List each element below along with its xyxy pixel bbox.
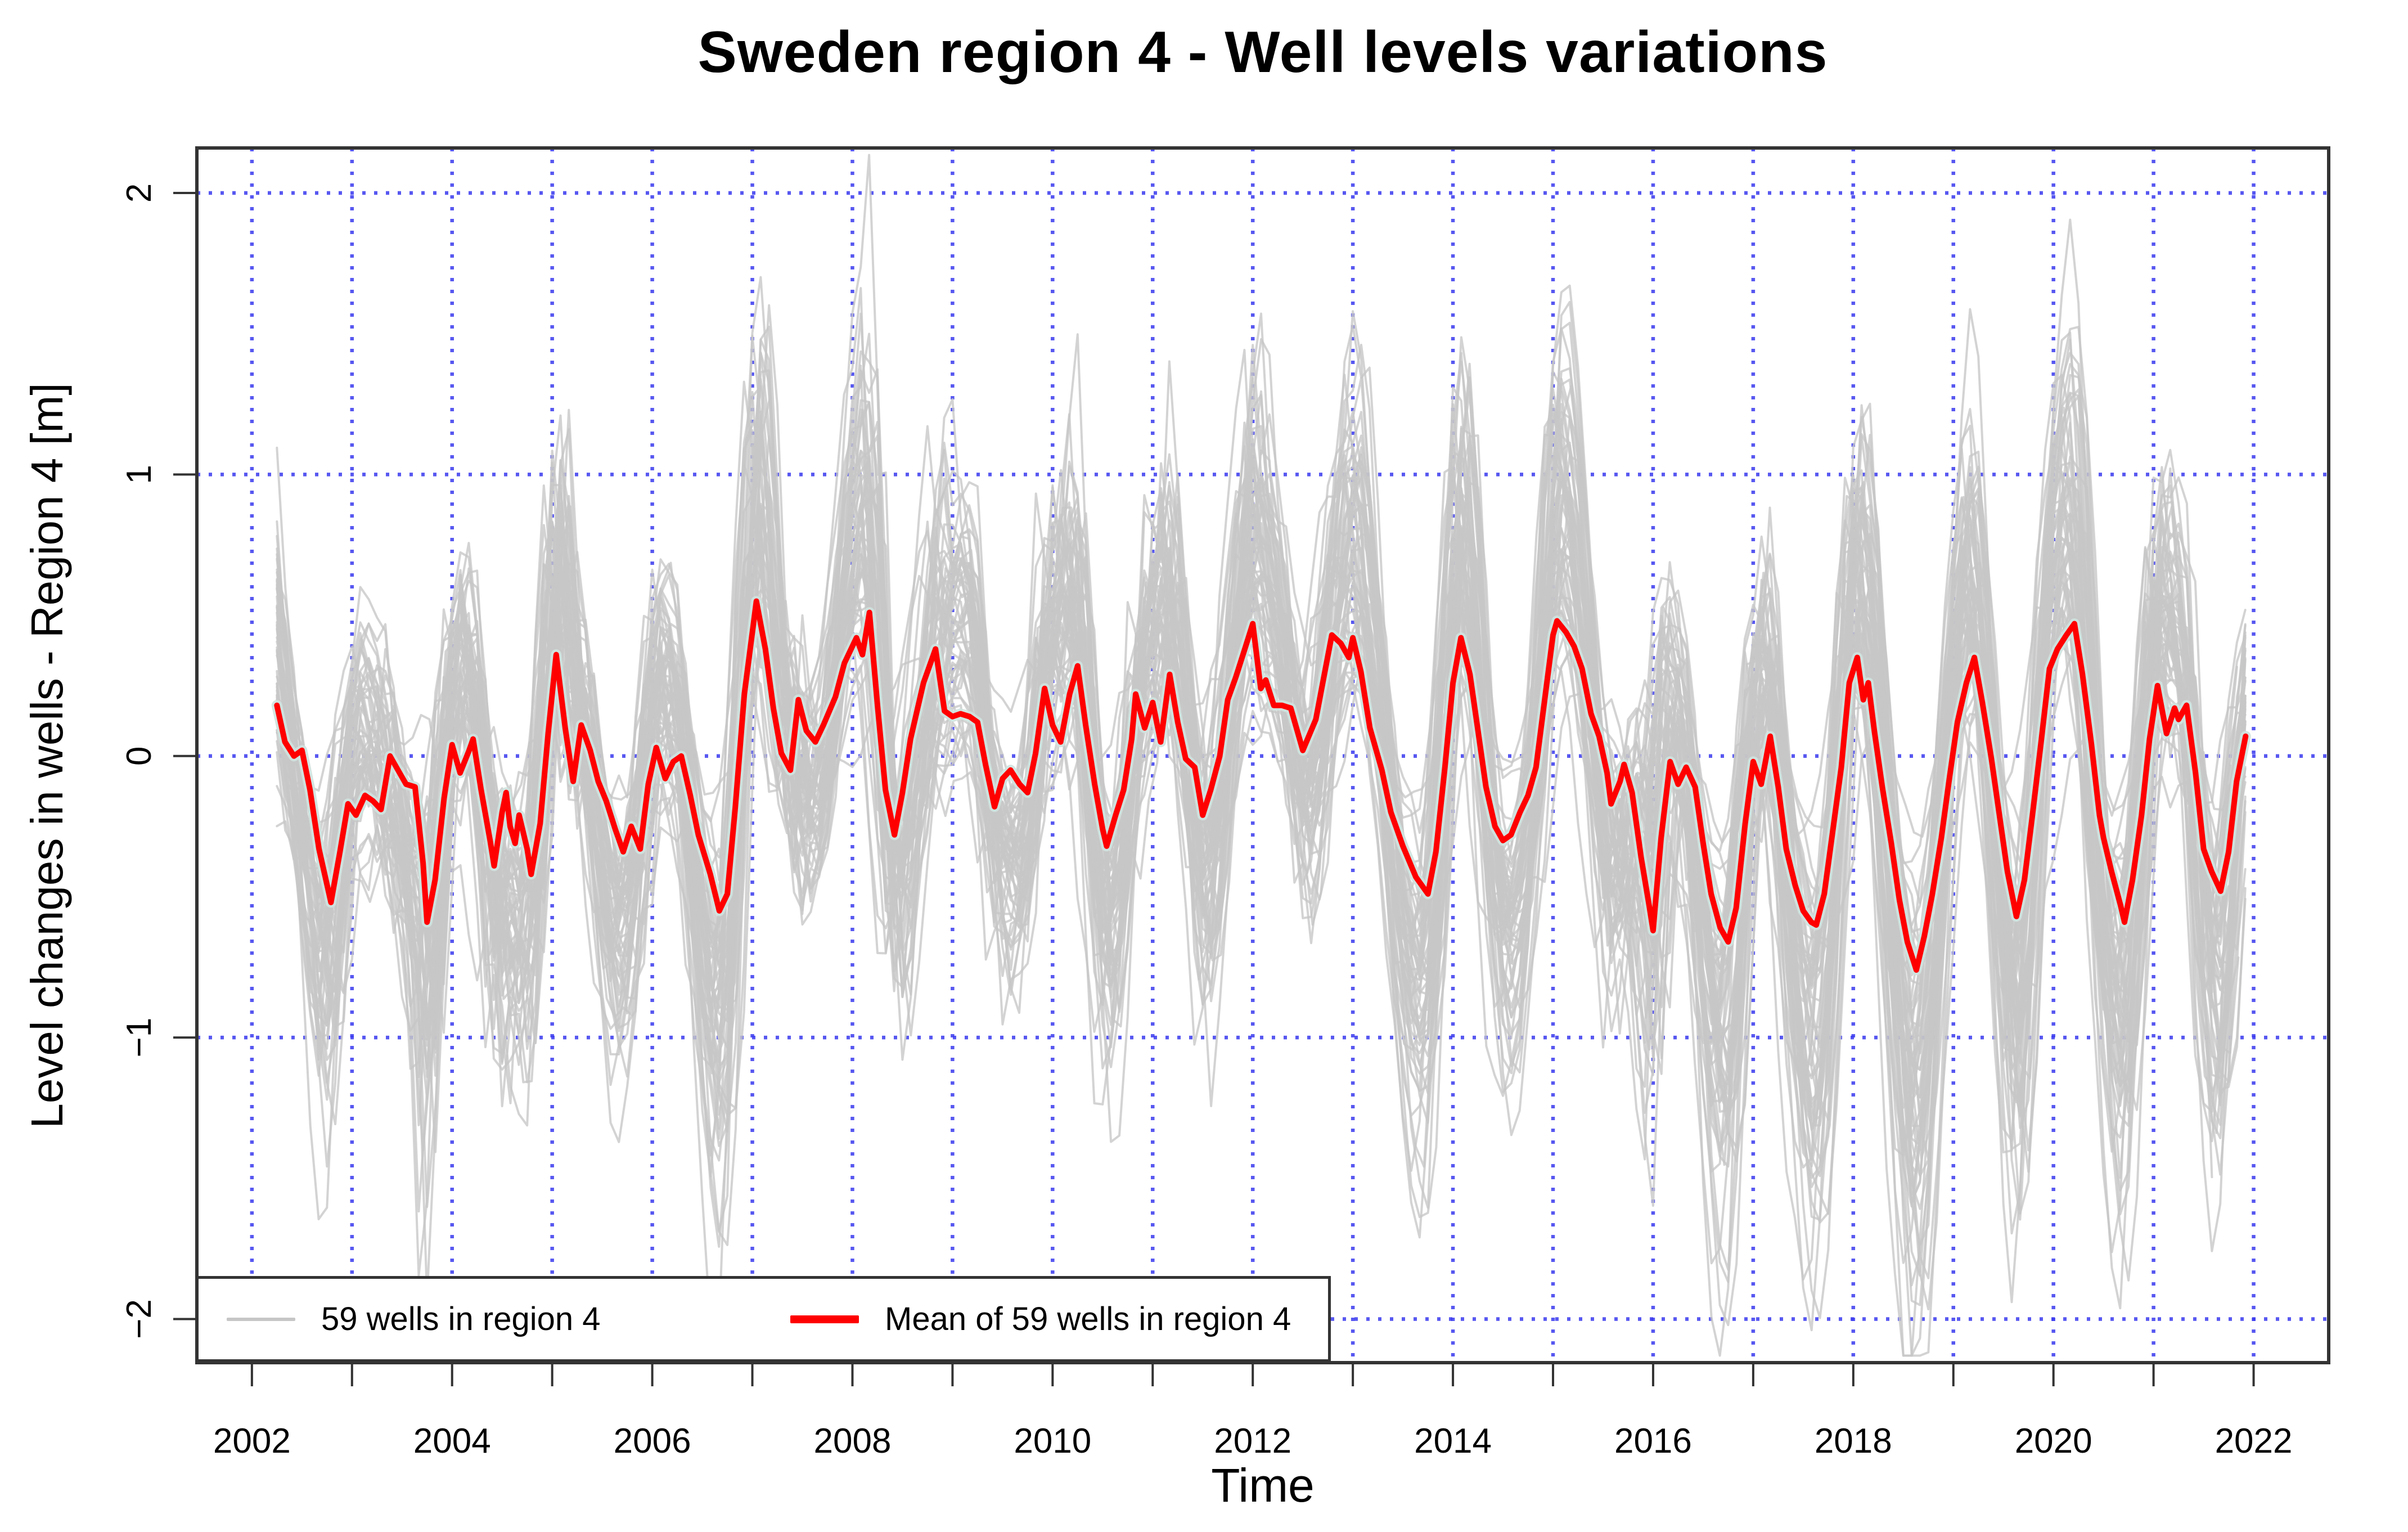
- legend-box: 59 wells in region 4 Mean of 59 wells in…: [196, 1276, 1331, 1362]
- mean-line-group: [271, 596, 2251, 976]
- y-tick-label: −2: [120, 1299, 159, 1339]
- wells-line-swatch: [227, 1317, 295, 1321]
- legend-item-mean: Mean of 59 wells in region 4: [790, 1279, 1291, 1359]
- mean-line: [274, 598, 2249, 973]
- x-tick-label: 2016: [1614, 1422, 1692, 1461]
- well-line: [276, 377, 2247, 1277]
- x-tick-label: 2004: [413, 1422, 491, 1461]
- chart-title: Sweden region 4 - Well levels variations: [697, 20, 1828, 85]
- x-tick-label: 2012: [1214, 1422, 1291, 1461]
- x-tick-label: 2022: [2215, 1422, 2293, 1461]
- x-tick-label: 2020: [2015, 1422, 2092, 1461]
- x-tick-label: 2006: [614, 1422, 691, 1461]
- well-line: [276, 326, 2247, 1210]
- x-tick-label: 2002: [213, 1422, 291, 1461]
- legend-label-wells: 59 wells in region 4: [321, 1301, 601, 1337]
- legend-label-mean: Mean of 59 wells in region 4: [885, 1301, 1291, 1337]
- mean-line-swatch: [790, 1315, 859, 1323]
- well-line: [276, 367, 2247, 1152]
- y-tick-label: 1: [120, 465, 159, 484]
- well-line: [276, 417, 2247, 1147]
- x-tick-label: 2010: [1014, 1422, 1091, 1461]
- x-axis-title: Time: [1211, 1459, 1315, 1512]
- x-tick-label: 2014: [1414, 1422, 1492, 1461]
- y-tick-label: 2: [120, 183, 159, 203]
- well-line: [276, 460, 2247, 1027]
- legend-item-wells: 59 wells in region 4: [227, 1279, 601, 1359]
- x-tick-label: 2018: [1815, 1422, 1892, 1461]
- x-tick-label: 2008: [814, 1422, 892, 1461]
- y-tick-label: 0: [120, 747, 159, 766]
- y-tick-label: −1: [120, 1018, 159, 1058]
